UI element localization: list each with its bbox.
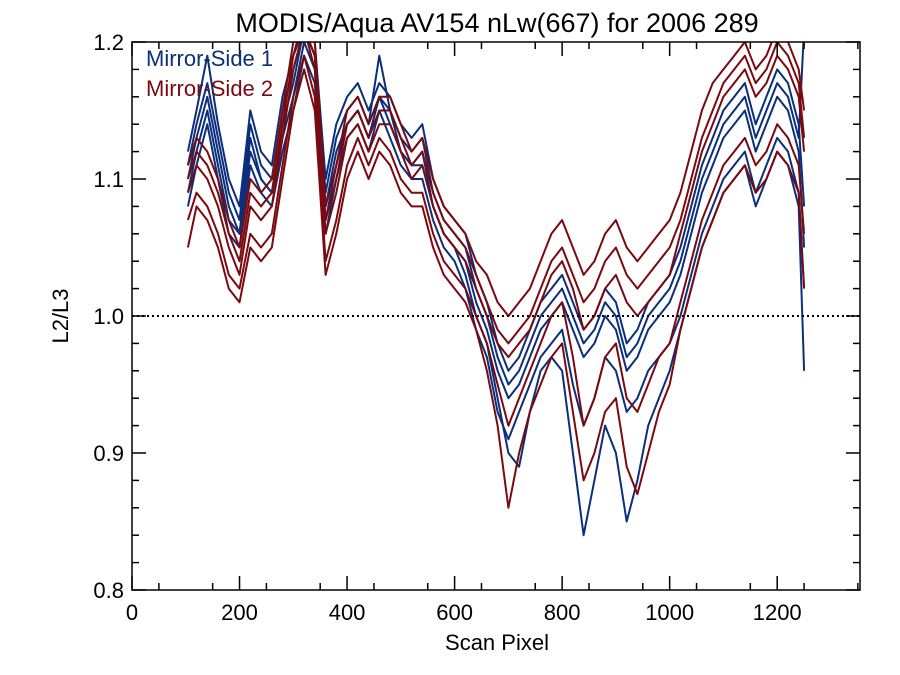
x-tick-label: 600 — [436, 600, 473, 625]
series-2-line-1 — [186, 42, 806, 359]
x-tick-label: 1200 — [753, 600, 802, 625]
y-axis-label: L2/L3 — [48, 288, 73, 343]
y-tick-label: 0.9 — [93, 441, 124, 466]
axis-ticks — [131, 41, 860, 591]
legend-entry-1: Mirror-Side 1 — [146, 46, 273, 71]
y-tick-label: 0.8 — [93, 578, 124, 603]
series-2-line-3 — [186, 42, 806, 317]
x-axis-label: Scan Pixel — [445, 630, 549, 655]
x-tick-label: 0 — [126, 600, 138, 625]
y-tick-label: 1.2 — [93, 30, 124, 55]
x-tick-label: 200 — [221, 600, 258, 625]
legend-entry-2: Mirror-Side 2 — [146, 76, 273, 101]
plot-lines — [186, 42, 806, 537]
series-2-line-2 — [186, 54, 806, 427]
legend: Mirror-Side 1 Mirror-Side 2 — [146, 46, 273, 101]
chart-title: MODIS/Aqua AV154 nLw(667) for 2006 289 — [235, 8, 758, 38]
plot-frame — [131, 41, 861, 591]
y-tick-label: 1.1 — [93, 167, 124, 192]
x-tick-label: 1000 — [645, 600, 694, 625]
x-tick-label: 400 — [329, 600, 366, 625]
y-tick-label: 1.0 — [93, 304, 124, 329]
series-2-line-4 — [186, 68, 806, 509]
x-tick-label: 800 — [544, 600, 581, 625]
tick-labels: 0 200 400 600 800 1000 1200 0.8 0.9 1.0 1.1 1.2 — [93, 30, 801, 625]
series-2-line-5 — [186, 42, 806, 345]
